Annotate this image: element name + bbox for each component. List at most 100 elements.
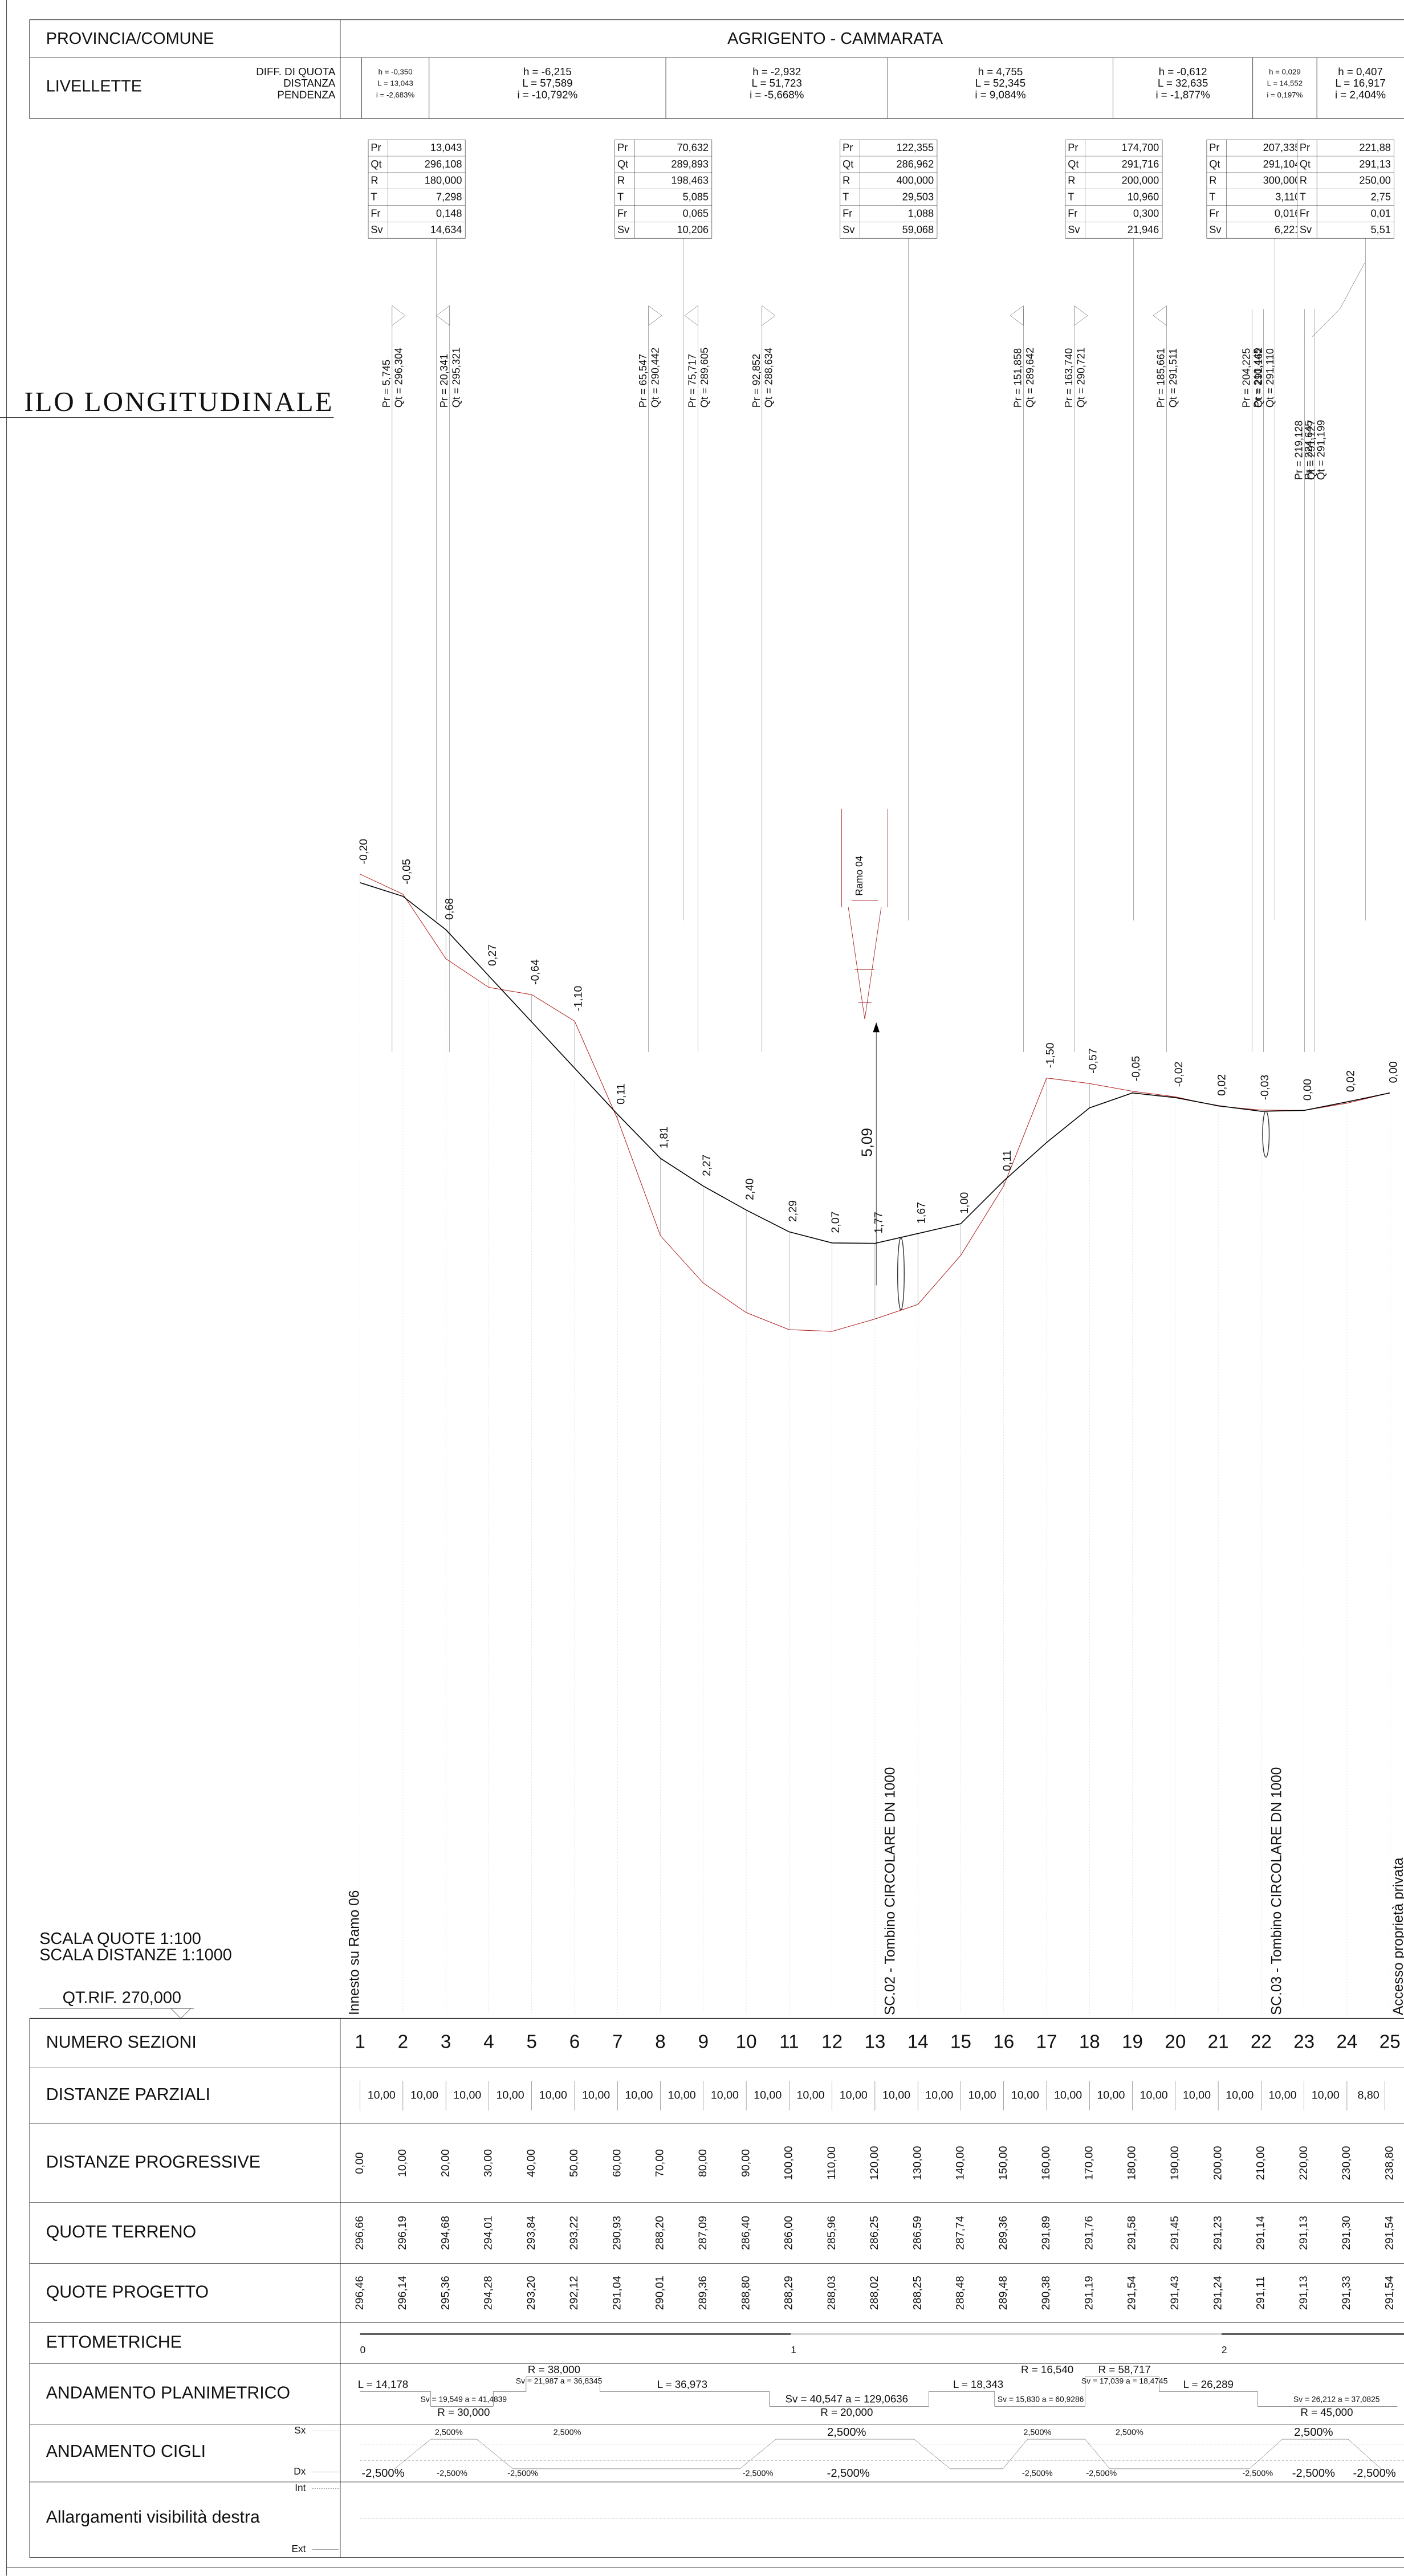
row-value: 230,00 xyxy=(1340,2146,1353,2180)
row-value: 0,00 xyxy=(353,2152,366,2174)
partial-distance: 10,00 xyxy=(754,2089,782,2101)
edge-slope: 2,500% xyxy=(1023,2428,1051,2437)
livellette-value: i = 0,197% xyxy=(1267,91,1303,99)
row-value: 289,48 xyxy=(997,2276,1010,2310)
alignment-label: R = 20,000 xyxy=(820,2406,873,2418)
difference-label: 1,67 xyxy=(915,1202,928,1224)
row-value: 50,00 xyxy=(568,2149,580,2177)
alignment-label: L = 18,343 xyxy=(953,2378,1003,2390)
partial-distance: 10,00 xyxy=(840,2089,868,2101)
section-number: 18 xyxy=(1079,2032,1100,2053)
marker-progressive: Pr = 92,852 xyxy=(751,354,762,407)
row-value: 289,36 xyxy=(697,2276,709,2310)
vertex-row-label: R xyxy=(1209,175,1216,186)
row-value: 290,01 xyxy=(654,2276,666,2310)
drawing: PROVINCIA/COMUNEAGRIGENTO - CAMMARATALIV… xyxy=(0,0,1404,2576)
header-label: PROVINCIA/COMUNE xyxy=(46,30,214,48)
livellette-value: i = 2,404% xyxy=(1335,88,1386,100)
livellette-value: i = -2,683% xyxy=(376,91,415,99)
edge-slope: -2,500% xyxy=(437,2469,467,2478)
alignment-label: Sv = 40,547 a = 129,0636 xyxy=(785,2393,908,2405)
marker-elevation: Qt = 291,511 xyxy=(1167,348,1179,407)
row-value: 294,68 xyxy=(439,2216,451,2250)
vertex-row-label: Sv xyxy=(1300,224,1312,235)
vertex-value: 122,355 xyxy=(897,142,934,153)
row-value: 150,00 xyxy=(997,2146,1010,2180)
vertex-row-label: Fr xyxy=(617,207,627,219)
vertex-row-label: Qt xyxy=(1209,158,1220,170)
edge-slope: 2,500% xyxy=(827,2426,866,2439)
section-number: 24 xyxy=(1336,2032,1357,2053)
livellette-row-label: DIFF. DI QUOTA xyxy=(256,66,336,78)
row-value: 291,11 xyxy=(1255,2276,1267,2310)
vertex-value: 250,00 xyxy=(1359,175,1391,186)
row-value: 288,29 xyxy=(783,2276,795,2310)
row-value: 210,00 xyxy=(1255,2146,1267,2180)
row-value: 296,19 xyxy=(396,2216,409,2250)
vertex-value: 200,000 xyxy=(1122,175,1159,186)
livellette-row-label: PENDENZA xyxy=(277,88,336,100)
difference-label: 2,29 xyxy=(787,1200,799,1222)
marker-elevation: Qt = 291,110 xyxy=(1264,348,1276,407)
row-value: 288,48 xyxy=(954,2276,967,2310)
row-label: DISTANZE PROGRESSIVE xyxy=(46,2153,261,2171)
vertex-value: 1,088 xyxy=(908,207,934,219)
row-value: 296,14 xyxy=(396,2276,409,2310)
alignment-label: Sv = 19,549 a = 41,4839 xyxy=(421,2394,507,2403)
side-label: Sx xyxy=(294,2424,306,2436)
vertex-value: 296,108 xyxy=(425,158,462,170)
height-label: 5,09 xyxy=(860,1128,876,1156)
difference-label: 0,00 xyxy=(1301,1079,1314,1100)
difference-label: -0,02 xyxy=(1173,1061,1185,1087)
vertex-row-label: Pr xyxy=(617,142,628,153)
vertex-row-label: R xyxy=(843,175,850,186)
row-value: 286,59 xyxy=(911,2216,923,2250)
section-number: 17 xyxy=(1036,2032,1057,2053)
row-value: 292,12 xyxy=(568,2276,580,2310)
row-value: 238,80 xyxy=(1383,2146,1395,2180)
page: Profilo longitudinale { "header": {"labe… xyxy=(0,0,1404,2576)
livellette-value: h = -6,215 xyxy=(523,66,572,78)
vertex-row-label: Fr xyxy=(371,207,380,219)
vertex-value: 0,148 xyxy=(436,207,462,219)
difference-label: -0,05 xyxy=(1130,1056,1142,1082)
vertex-value: 2,75 xyxy=(1371,191,1391,203)
vertex-value: 59,068 xyxy=(902,224,934,235)
row-value: 286,25 xyxy=(868,2216,881,2250)
vertex-value: 29,503 xyxy=(902,191,934,203)
row-value: 293,20 xyxy=(525,2276,538,2310)
livellette-value: i = -5,668% xyxy=(750,88,804,100)
row-value: 291,24 xyxy=(1211,2276,1224,2310)
marker-elevation: Qt = 289,642 xyxy=(1024,348,1036,408)
row-value: 288,80 xyxy=(739,2276,752,2310)
alignment-label: R = 38,000 xyxy=(528,2363,580,2375)
vertex-row-label: Fr xyxy=(1068,207,1077,219)
vertex-row-label: Pr xyxy=(1300,142,1310,153)
row-value: 288,20 xyxy=(654,2216,666,2250)
marker-progressive: Pr = 75,717 xyxy=(686,354,698,407)
section-number: 11 xyxy=(779,2032,799,2053)
vertex-row-label: Fr xyxy=(1300,207,1309,219)
edge-slope: 2,500% xyxy=(1116,2428,1143,2437)
row-value: 290,38 xyxy=(1040,2276,1052,2310)
row-label: ETTOMETRICHE xyxy=(46,2333,182,2351)
row-value: 291,89 xyxy=(1040,2216,1052,2250)
marker-progressive: Pr = 163,740 xyxy=(1063,348,1075,407)
livellette-value: h = 0,029 xyxy=(1269,67,1301,76)
vertex-row-label: Sv xyxy=(1209,224,1222,235)
alignment-label: Sv = 21,987 a = 36,8345 xyxy=(516,2377,603,2386)
partial-distance: 10,00 xyxy=(497,2089,524,2101)
marker-elevation: Qt = 291,199 xyxy=(1316,420,1327,480)
row-value: 288,02 xyxy=(868,2276,881,2310)
row-value: 160,00 xyxy=(1040,2146,1052,2180)
marker-progressive: Pr = 20,341 xyxy=(438,354,450,407)
partial-distance: 8,80 xyxy=(1357,2089,1379,2101)
alignment-label: R = 45,000 xyxy=(1300,2406,1353,2418)
vertex-value: 221,88 xyxy=(1359,142,1391,153)
row-value: 294,01 xyxy=(482,2216,495,2250)
vertex-row-label: R xyxy=(371,175,378,186)
header-value: AGRIGENTO - CAMMARATA xyxy=(727,30,943,48)
vertex-row-label: R xyxy=(1300,175,1307,186)
partial-distance: 10,00 xyxy=(968,2089,996,2101)
section-number: 25 xyxy=(1379,2032,1401,2053)
